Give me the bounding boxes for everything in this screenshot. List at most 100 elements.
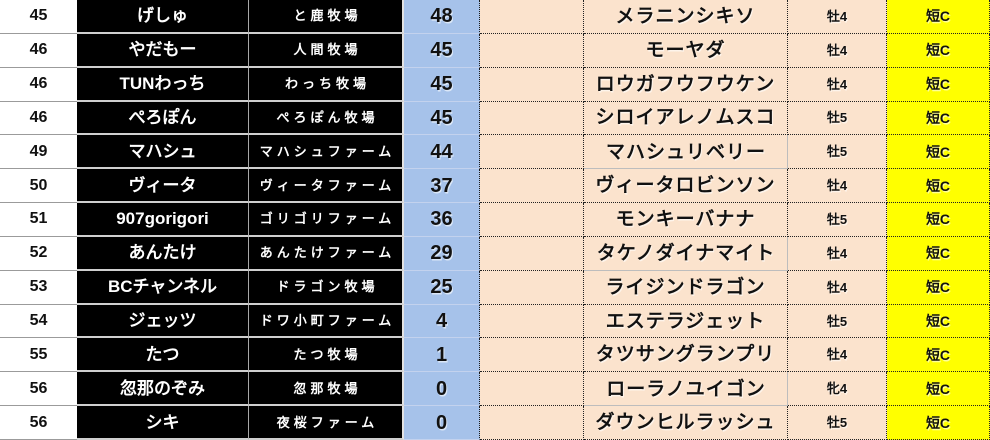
- horse-name-cell[interactable]: メラニンシキソ: [584, 0, 788, 34]
- grade-cell[interactable]: 短C: [887, 270, 990, 305]
- grade-cell[interactable]: 短C: [887, 169, 990, 204]
- grade-cell[interactable]: 短C: [887, 236, 990, 271]
- sex-age-cell[interactable]: 牡4: [788, 67, 887, 102]
- spacer-cell[interactable]: [480, 270, 584, 305]
- rank-cell[interactable]: 50: [0, 169, 77, 204]
- spacer-cell[interactable]: [480, 203, 584, 237]
- horse-name-cell[interactable]: ヴィータロビンソン: [584, 169, 788, 204]
- rank-cell[interactable]: 52: [0, 236, 77, 271]
- horse-name-cell[interactable]: マハシュリベリー: [584, 135, 788, 170]
- horse-name-cell[interactable]: タケノダイナマイト: [584, 236, 788, 271]
- grade-cell[interactable]: 短C: [887, 372, 990, 407]
- points-cell[interactable]: 0: [404, 406, 480, 440]
- player-name-cell[interactable]: げしゅ: [77, 0, 249, 34]
- player-name-cell[interactable]: マハシュ: [77, 135, 249, 170]
- farm-name-cell[interactable]: 忽那牧場: [249, 372, 404, 407]
- spacer-cell[interactable]: [480, 304, 584, 339]
- horse-name-cell[interactable]: ロウガフウフウケン: [584, 67, 788, 102]
- points-cell[interactable]: 37: [404, 169, 480, 204]
- farm-name-cell[interactable]: 人間牧場: [249, 33, 404, 68]
- horse-name-cell[interactable]: エステラジェット: [584, 304, 788, 339]
- sex-age-cell[interactable]: 牡4: [788, 33, 887, 68]
- points-cell[interactable]: 45: [404, 33, 480, 68]
- grade-cell[interactable]: 短C: [887, 304, 990, 339]
- farm-name-cell[interactable]: マハシュファーム: [249, 135, 404, 170]
- spacer-cell[interactable]: [480, 236, 584, 271]
- spacer-cell[interactable]: [480, 135, 584, 170]
- horse-name-cell[interactable]: モーヤダ: [584, 33, 788, 68]
- spacer-cell[interactable]: [480, 33, 584, 68]
- rank-cell[interactable]: 54: [0, 304, 77, 339]
- sex-age-cell[interactable]: 牡5: [788, 203, 887, 237]
- grade-cell[interactable]: 短C: [887, 203, 990, 237]
- player-name-cell[interactable]: TUNわっち: [77, 67, 249, 102]
- rank-cell[interactable]: 56: [0, 372, 77, 407]
- points-cell[interactable]: 36: [404, 203, 480, 237]
- rank-cell[interactable]: 49: [0, 135, 77, 170]
- player-name-cell[interactable]: たつ: [77, 338, 249, 373]
- spacer-cell[interactable]: [480, 101, 584, 136]
- farm-name-cell[interactable]: ヴィータファーム: [249, 169, 404, 204]
- grade-cell[interactable]: 短C: [887, 101, 990, 136]
- rank-cell[interactable]: 56: [0, 406, 77, 440]
- farm-name-cell[interactable]: ゴリゴリファーム: [249, 203, 404, 237]
- grade-cell[interactable]: 短C: [887, 135, 990, 170]
- points-cell[interactable]: 0: [404, 372, 480, 407]
- points-cell[interactable]: 29: [404, 236, 480, 271]
- points-cell[interactable]: 4: [404, 304, 480, 339]
- points-cell[interactable]: 25: [404, 270, 480, 305]
- points-cell[interactable]: 44: [404, 135, 480, 170]
- horse-name-cell[interactable]: ローラノユイゴン: [584, 372, 788, 407]
- sex-age-cell[interactable]: 牡5: [788, 406, 887, 440]
- grade-cell[interactable]: 短C: [887, 33, 990, 68]
- player-name-cell[interactable]: ジェッツ: [77, 304, 249, 339]
- rank-cell[interactable]: 45: [0, 0, 77, 34]
- horse-name-cell[interactable]: モンキーバナナ: [584, 203, 788, 237]
- rank-cell[interactable]: 46: [0, 67, 77, 102]
- sex-age-cell[interactable]: 牡5: [788, 101, 887, 136]
- sex-age-cell[interactable]: 牡5: [788, 304, 887, 339]
- sex-age-cell[interactable]: 牡4: [788, 236, 887, 271]
- horse-name-cell[interactable]: シロイアレノムスコ: [584, 101, 788, 136]
- player-name-cell[interactable]: ヴィータ: [77, 169, 249, 204]
- rank-cell[interactable]: 46: [0, 33, 77, 68]
- sex-age-cell[interactable]: 牡4: [788, 169, 887, 204]
- sex-age-cell[interactable]: 牝4: [788, 372, 887, 407]
- grade-cell[interactable]: 短C: [887, 338, 990, 373]
- spacer-cell[interactable]: [480, 67, 584, 102]
- spacer-cell[interactable]: [480, 0, 584, 34]
- farm-name-cell[interactable]: ドワ小町ファーム: [249, 304, 404, 339]
- spacer-cell[interactable]: [480, 372, 584, 407]
- horse-name-cell[interactable]: ライジンドラゴン: [584, 270, 788, 305]
- horse-name-cell[interactable]: タツサングランプリ: [584, 338, 788, 373]
- player-name-cell[interactable]: 907gorigori: [77, 203, 249, 237]
- player-name-cell[interactable]: BCチャンネル: [77, 270, 249, 305]
- points-cell[interactable]: 1: [404, 338, 480, 373]
- sex-age-cell[interactable]: 牡4: [788, 270, 887, 305]
- points-cell[interactable]: 45: [404, 67, 480, 102]
- player-name-cell[interactable]: あんたけ: [77, 236, 249, 271]
- rank-cell[interactable]: 51: [0, 203, 77, 237]
- grade-cell[interactable]: 短C: [887, 406, 990, 440]
- horse-name-cell[interactable]: ダウンヒルラッシュ: [584, 406, 788, 440]
- rank-cell[interactable]: 46: [0, 101, 77, 136]
- spacer-cell[interactable]: [480, 169, 584, 204]
- grade-cell[interactable]: 短C: [887, 67, 990, 102]
- farm-name-cell[interactable]: 夜桜ファーム: [249, 406, 404, 440]
- sex-age-cell[interactable]: 牡4: [788, 0, 887, 34]
- player-name-cell[interactable]: 忽那のぞみ: [77, 372, 249, 407]
- farm-name-cell[interactable]: たつ牧場: [249, 338, 404, 373]
- farm-name-cell[interactable]: ぺろぽん牧場: [249, 101, 404, 136]
- sex-age-cell[interactable]: 牡5: [788, 135, 887, 170]
- player-name-cell[interactable]: やだもー: [77, 33, 249, 68]
- points-cell[interactable]: 45: [404, 101, 480, 136]
- spacer-cell[interactable]: [480, 406, 584, 440]
- player-name-cell[interactable]: シキ: [77, 406, 249, 440]
- player-name-cell[interactable]: ぺろぽん: [77, 101, 249, 136]
- farm-name-cell[interactable]: ドラゴン牧場: [249, 270, 404, 305]
- farm-name-cell[interactable]: わっち牧場: [249, 67, 404, 102]
- points-cell[interactable]: 48: [404, 0, 480, 34]
- rank-cell[interactable]: 53: [0, 270, 77, 305]
- farm-name-cell[interactable]: あんたけファーム: [249, 236, 404, 271]
- spacer-cell[interactable]: [480, 338, 584, 373]
